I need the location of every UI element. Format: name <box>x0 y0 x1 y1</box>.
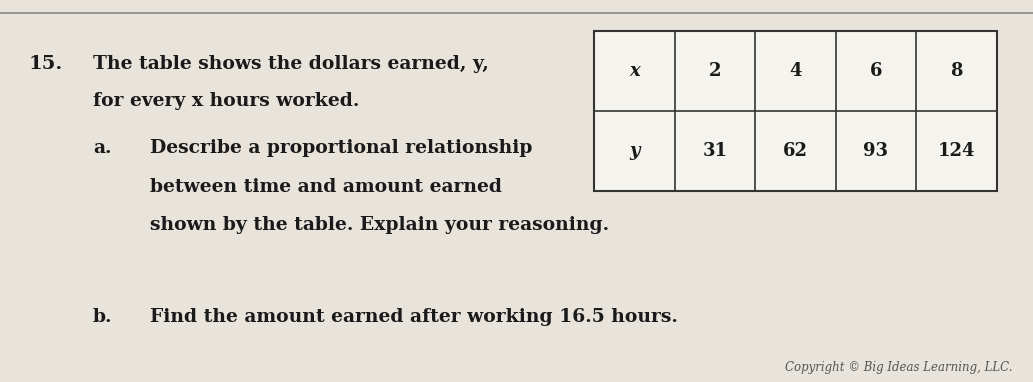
Text: 15.: 15. <box>29 55 63 73</box>
Text: y: y <box>629 142 639 160</box>
Text: b.: b. <box>93 308 113 325</box>
Text: a.: a. <box>93 139 112 157</box>
Bar <box>594 31 997 191</box>
Text: 8: 8 <box>950 62 963 80</box>
Text: between time and amount earned: between time and amount earned <box>150 178 502 196</box>
Text: for every x hours worked.: for every x hours worked. <box>93 92 359 110</box>
Text: shown by the table. Explain your reasoning.: shown by the table. Explain your reasoni… <box>150 216 608 234</box>
Text: 6: 6 <box>870 62 882 80</box>
Text: Copyright © Big Ideas Learning, LLC.: Copyright © Big Ideas Learning, LLC. <box>785 361 1012 374</box>
Text: 4: 4 <box>789 62 802 80</box>
Text: Describe a proportional relationship: Describe a proportional relationship <box>150 139 532 157</box>
Text: The table shows the dollars earned, y,: The table shows the dollars earned, y, <box>93 55 489 73</box>
Text: x: x <box>629 62 639 80</box>
Text: 62: 62 <box>783 142 808 160</box>
Text: 93: 93 <box>864 142 888 160</box>
Text: Find the amount earned after working 16.5 hours.: Find the amount earned after working 16.… <box>150 308 678 325</box>
Text: 2: 2 <box>709 62 721 80</box>
Text: 124: 124 <box>938 142 975 160</box>
Text: 31: 31 <box>702 142 727 160</box>
